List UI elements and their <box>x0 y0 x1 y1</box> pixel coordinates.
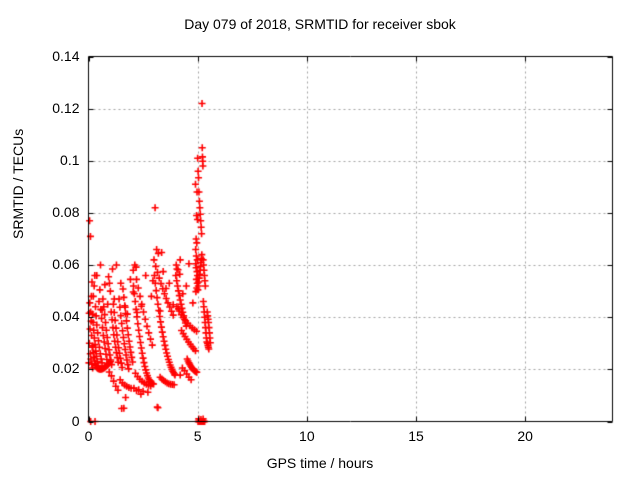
x-tick-label: 10 <box>299 427 315 444</box>
x-tick-label: 0 <box>84 427 93 444</box>
y-axis-label: SRMTID / TECUs <box>10 128 26 239</box>
y-tick-label: 0.1 <box>60 151 80 168</box>
y-tick-label: 0 <box>71 412 80 429</box>
x-axis-label: GPS time / hours <box>266 455 374 471</box>
x-tick-label: 20 <box>517 427 533 444</box>
x-tick-label: 15 <box>408 427 424 444</box>
y-tick-label: 0.04 <box>52 308 80 325</box>
y-tick-label: 0.06 <box>52 256 80 273</box>
x-tick-label: 5 <box>193 427 202 444</box>
y-tick-label: 0.12 <box>52 99 80 116</box>
y-tick-label: 0.02 <box>52 360 80 377</box>
y-tick-label: 0.14 <box>52 47 80 64</box>
y-tick-label: 0.08 <box>52 203 80 220</box>
